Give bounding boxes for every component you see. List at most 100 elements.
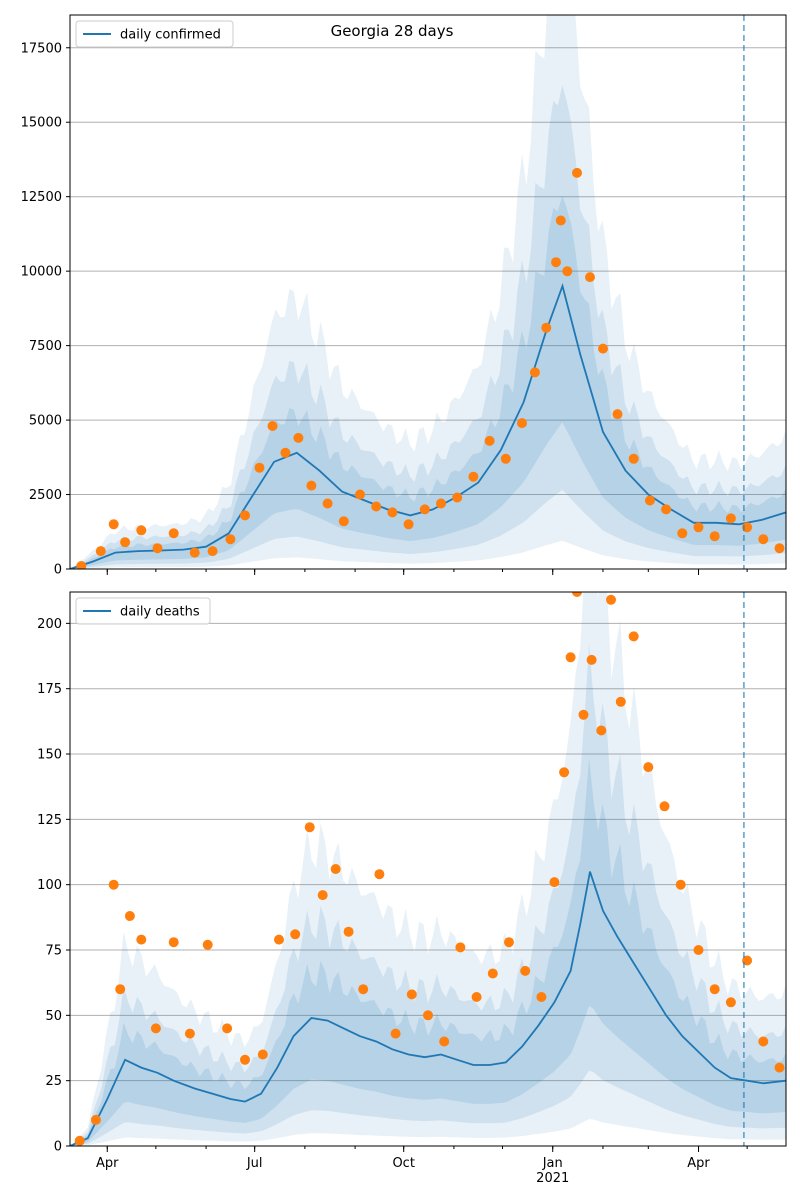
y-tick-label: 0 — [54, 1140, 62, 1155]
x-tick-label: Jan — [542, 1156, 563, 1171]
axes-frame — [69, 591, 787, 1147]
observed-point — [520, 965, 531, 976]
observed-point — [585, 272, 595, 283]
y-tick-label: 12500 — [21, 190, 62, 205]
y-tick-label: 100 — [37, 878, 62, 893]
observed-point — [439, 1036, 450, 1047]
observed-point — [628, 631, 639, 642]
observed-point — [403, 519, 414, 530]
observed-point — [76, 561, 87, 569]
observed-point — [115, 984, 126, 995]
observed-point — [758, 1036, 769, 1047]
observed-point — [578, 709, 589, 720]
observed-point — [709, 984, 720, 995]
uncertainty-band — [70, 85, 786, 569]
uncertainty-band — [70, 758, 786, 1146]
observed-point — [168, 528, 179, 539]
observed-point — [423, 1010, 433, 1021]
chart-title: Georgia 28 days — [331, 22, 454, 40]
observed-point — [136, 525, 147, 536]
observed-point — [189, 547, 200, 558]
x-year-label: 2021 — [536, 1171, 569, 1186]
observed-point — [436, 498, 446, 509]
observed-point — [517, 418, 527, 429]
observed-point — [487, 968, 498, 979]
observed-point — [709, 531, 720, 542]
observed-point — [338, 516, 349, 527]
legend-box — [75, 597, 211, 625]
observed-point — [500, 453, 511, 464]
observed-point — [225, 534, 236, 545]
observed-point — [355, 489, 365, 500]
legend-label: daily deaths — [120, 605, 200, 620]
observed-point — [596, 725, 607, 736]
observed-point — [257, 1049, 268, 1060]
legend-label: daily confirmed — [120, 28, 221, 43]
x-tick-label: Apr — [96, 1156, 119, 1171]
uncertainty-band — [70, 592, 786, 1146]
y-tick-label: 15000 — [21, 116, 62, 131]
plot-area — [70, 592, 786, 1146]
observed-point — [280, 447, 291, 458]
observed-point — [725, 997, 736, 1008]
observed-point — [774, 543, 785, 554]
observed-point — [108, 519, 119, 530]
observed-point — [572, 167, 582, 178]
observed-point — [293, 432, 304, 443]
observed-point — [562, 266, 573, 277]
x-tick-label: Oct — [392, 1156, 414, 1171]
y-tick-label: 2500 — [29, 488, 62, 503]
observed-point — [693, 522, 704, 533]
observed-point — [150, 1023, 161, 1034]
panel-1: 0 2500 5000 7500 10000 12500 15000 17500 Georgia… — [21, 14, 787, 578]
observed-point — [504, 937, 514, 948]
uncertainty-band — [70, 15, 786, 569]
observed-point — [615, 696, 626, 707]
observed-point — [90, 1114, 101, 1125]
legend-box — [75, 20, 234, 48]
observed-point — [774, 1062, 785, 1073]
observed-point — [572, 592, 582, 597]
observed-point — [612, 409, 623, 420]
observed-point — [202, 939, 213, 950]
y-tick-label: 0 — [54, 563, 62, 578]
legend: daily deaths — [75, 597, 211, 625]
observed-point — [628, 453, 639, 464]
y-tick-label: 50 — [45, 1009, 62, 1024]
observed-point — [304, 822, 315, 833]
observed-point — [559, 767, 570, 778]
observed-point — [471, 992, 482, 1002]
y-tick-label: 75 — [45, 944, 62, 959]
observed-point — [120, 537, 131, 548]
observed-point — [306, 480, 317, 491]
observed-point — [758, 534, 769, 545]
observed-point — [598, 343, 608, 354]
observed-point — [74, 1135, 85, 1146]
observed-point — [390, 1028, 401, 1039]
y-tick-label: 17500 — [21, 41, 62, 56]
observed-point — [168, 937, 179, 948]
observed-point — [322, 498, 333, 509]
y-tick-label: 5000 — [29, 414, 62, 429]
observed-point — [536, 992, 547, 1002]
x-tick-label: Apr — [687, 1156, 710, 1171]
legend: daily confirmed — [75, 20, 234, 48]
observed-point — [725, 513, 736, 524]
observed-point — [677, 528, 688, 539]
observed-point — [95, 546, 106, 557]
observed-point — [468, 471, 479, 482]
observed-point — [374, 869, 385, 880]
observed-point — [274, 934, 284, 945]
plot-area — [70, 15, 786, 569]
y-tick-label: 150 — [37, 748, 62, 763]
observed-point — [406, 989, 417, 1000]
observed-point — [136, 934, 147, 945]
observed-point — [240, 510, 250, 521]
y-tick-label: 200 — [37, 617, 62, 632]
y-tick-label: 175 — [37, 682, 62, 697]
observed-point — [549, 877, 560, 888]
observed-point — [222, 1023, 233, 1034]
observed-point — [184, 1028, 195, 1039]
